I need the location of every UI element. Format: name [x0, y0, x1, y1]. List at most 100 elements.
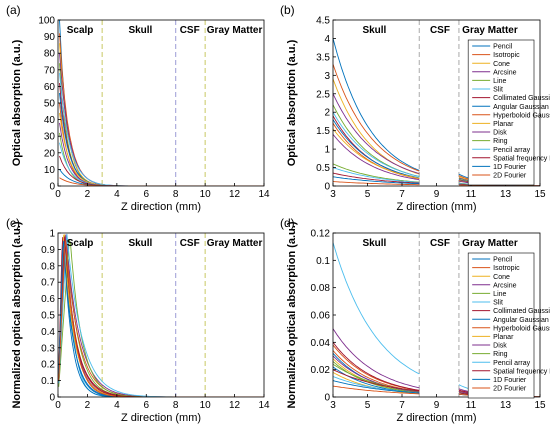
y-tick-label: 0.6 [41, 294, 55, 305]
legend-entry: Collimated Gaussian [493, 308, 550, 315]
legend-entry: Spatial frequency Fourier [493, 368, 550, 375]
x-tick-label: 13 [500, 400, 512, 411]
legend-entry: Line [493, 291, 506, 298]
y-tick-label: 0.5 [316, 163, 330, 174]
y-tick-label: 0 [324, 182, 330, 193]
legend-entry: 1D Fourier [493, 164, 527, 171]
series-line-hyperboloid-gaussian [59, 102, 264, 186]
y-tick-label: 1 [49, 229, 55, 240]
legend-entry: Arcsine [493, 69, 516, 76]
x-tick-label: 14 [258, 400, 270, 411]
y-tick-label: 4.5 [316, 16, 330, 27]
y-tick-label: 0.7 [41, 278, 55, 289]
series-line-disk [59, 122, 264, 186]
series-line-pencil [58, 241, 264, 397]
series-line-arcsine [333, 93, 420, 174]
series-line-pencil [59, 20, 264, 186]
x-tick-label: 14 [258, 189, 270, 200]
series-line-hyperboloid-gaussian [58, 240, 264, 397]
series-line-1d-fourier [333, 176, 420, 185]
x-tick-label: 11 [466, 400, 477, 411]
y-tick-label: 10 [44, 165, 56, 176]
legend-entry: Line [493, 78, 506, 85]
region-label: Gray Matter [462, 238, 518, 249]
x-tick-label: 12 [229, 189, 241, 200]
series-line-spatial-frequency-fourier [333, 369, 420, 392]
series-group [59, 20, 264, 186]
legend-entry: Planar [493, 334, 514, 341]
y-axis-label: Normalized optical absorption (a.u.) [11, 221, 23, 408]
legend-entry: Slit [493, 300, 503, 307]
y-tick-label: 0.5 [41, 311, 55, 322]
legend-entry: Cone [493, 61, 510, 68]
y-tick-label: 50 [44, 99, 56, 110]
series-line-spatial-frequency-fourier [59, 155, 264, 186]
x-tick-label: 12 [229, 400, 241, 411]
legend-entry: Angular Gaussian [493, 104, 549, 111]
series-line-angular-gaussian [333, 119, 420, 179]
series-line-isotropic [58, 238, 264, 397]
legend-entry: 2D Fourier [493, 386, 527, 393]
series-line-2d-fourier [333, 385, 420, 395]
series-line-spatial-frequency-fourier [58, 236, 264, 397]
y-tick-label: 2.5 [316, 89, 330, 100]
series-line-pencil-array [58, 233, 264, 397]
y-tick-label: 0 [49, 393, 55, 404]
series-line-slit [58, 234, 264, 397]
y-tick-label: 0.8 [41, 261, 55, 272]
x-tick-label: 15 [534, 400, 546, 411]
panel-tag: (c) [6, 216, 20, 230]
y-tick-label: 0.3 [41, 343, 55, 354]
series-line-1d-fourier [333, 380, 420, 394]
legend-entry: Pencil [493, 257, 513, 264]
y-tick-label: 60 [44, 82, 56, 93]
series-line-ring [58, 239, 264, 397]
series-line-planar [333, 128, 420, 179]
series-line-pencil [333, 38, 420, 171]
series-line-cone [59, 43, 264, 186]
y-tick-label: 30 [44, 132, 56, 143]
x-tick-label: 0 [55, 189, 61, 200]
series-line-isotropic [59, 33, 264, 186]
series-line-pencil-array [333, 167, 420, 183]
x-tick-label: 6 [144, 189, 150, 200]
series-line-arcsine [333, 328, 420, 389]
series-line-2d-fourier [58, 240, 264, 397]
y-tick-label: 70 [44, 65, 56, 76]
y-tick-label: 0.12 [311, 229, 331, 240]
legend-entry: 1D Fourier [493, 377, 527, 384]
legend-entry: Cone [493, 274, 510, 281]
x-tick-label: 4 [114, 400, 120, 411]
region-label: Skull [362, 238, 386, 249]
x-tick-label: 4 [114, 189, 120, 200]
legend-entry: Arcsine [493, 282, 516, 289]
series-line-collimated-gaussian [333, 342, 420, 391]
region-label: Gray Matter [207, 238, 263, 249]
panel-tag: (d) [280, 216, 295, 230]
x-tick-label: 2 [85, 400, 91, 411]
legend-entry: Planar [493, 121, 514, 128]
legend-entry: Pencil [493, 44, 513, 51]
panel-d: (d) 3 5 7 9 11 13 15 0 0.02 0.04 0.06 0.08 0.1 0.12 Z d… [280, 216, 550, 424]
legend-entry: Spatial frequency Fourier [493, 155, 550, 162]
series-line-line [59, 63, 264, 186]
series-line-1d-fourier [58, 240, 264, 397]
region-label: Skull [128, 238, 152, 249]
region-label: Gray Matter [462, 25, 518, 36]
y-axis-label: Optical absorption (a.u.) [286, 39, 298, 166]
panel-tag: (a) [6, 3, 21, 17]
region-label: CSF [180, 238, 200, 249]
series-line-line [58, 239, 264, 397]
x-axis-label: Z direction (mm) [121, 412, 201, 424]
panel-c: (c) 0 2 4 6 8 10 12 14 0 0.1 0.2 0.3 0.4 0.5 0.6 0.7 0.8 0… [6, 216, 270, 424]
panel-tag: (b) [280, 3, 295, 17]
panel-b: (b) 3 5 7 9 11 13 15 0 0.5 1 1.5 2 2.5 3 3.5 4 4.5 Z direc… [280, 3, 550, 213]
legend-entry: Disk [493, 130, 507, 137]
legend-entry: Collimated Gaussian [493, 95, 550, 102]
y-tick-label: 0 [324, 393, 330, 404]
region-label: Skull [362, 25, 386, 36]
y-tick-label: 0.2 [41, 360, 55, 371]
x-tick-label: 13 [500, 189, 512, 200]
